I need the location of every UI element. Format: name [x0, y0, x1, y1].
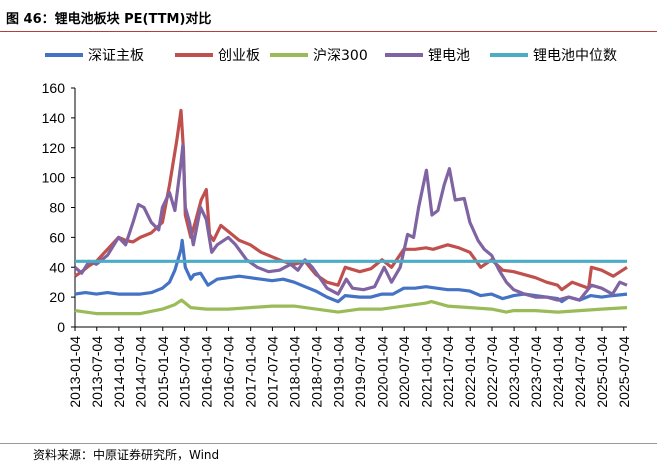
x-tick-label: 2017-07-04 [264, 336, 280, 408]
plot-area [73, 108, 628, 316]
source-rule [0, 443, 657, 444]
x-tick-label: 2021-01-04 [418, 336, 434, 408]
x-tick-label: 2014-01-04 [111, 336, 127, 408]
x-tick-label: 2024-07-04 [572, 336, 588, 408]
y-tick-label: 0 [57, 319, 65, 335]
y-tick-label: 120 [42, 140, 66, 156]
legend-label-2: 沪深300 [313, 48, 368, 64]
x-tick-label: 2022-01-04 [462, 336, 478, 408]
legend-label-4: 锂电池中位数 [533, 48, 617, 64]
figure-title: 图 46：锂电池板块 PE(TTM)对比 [6, 12, 212, 27]
chart-legend: 深证主板 创业板 沪深300 锂电池 锂电池中位数 [45, 48, 617, 64]
x-tick-label: 2023-01-04 [506, 336, 522, 408]
legend-label-1: 创业板 [218, 48, 260, 64]
x-tick-label: 2025-07-04 [616, 336, 632, 408]
series-line-3 [73, 143, 628, 302]
series-line-2 [74, 298, 628, 316]
y-tick-label: 60 [49, 229, 65, 245]
x-tick-label: 2019-01-04 [330, 336, 346, 408]
series-line-0 [74, 238, 628, 304]
x-tick-label: 2020-07-04 [396, 336, 412, 408]
x-tick-label: 2020-01-04 [374, 336, 390, 408]
y-axis: 0 20 40 60 80 100 120 140 160 [42, 80, 76, 335]
y-tick-label: 40 [49, 259, 65, 275]
x-tick-label: 2018-07-04 [308, 336, 324, 408]
x-tick-label: 2024-01-04 [550, 336, 566, 408]
y-tick-label: 20 [49, 289, 65, 305]
x-tick-label: 2013-07-04 [89, 336, 105, 408]
legend-label-3: 锂电池 [428, 48, 470, 64]
x-axis: 2013-01-04 2013-07-04 2014-01-04 2014-07-04… [67, 326, 632, 408]
x-tick-label: 2019-07-04 [352, 336, 368, 408]
y-tick-label: 140 [42, 110, 66, 126]
x-tick-label: 2015-07-04 [177, 336, 193, 408]
x-tick-label: 2016-07-04 [221, 336, 237, 408]
y-tick-label: 100 [42, 170, 66, 186]
title-rule [0, 31, 657, 32]
x-tick-label: 2013-01-04 [67, 336, 83, 408]
x-tick-label: 2015-01-04 [155, 336, 171, 408]
x-tick-label: 2017-01-04 [243, 336, 259, 408]
x-tick-label: 2023-07-04 [528, 336, 544, 408]
x-tick-label: 2022-07-04 [484, 336, 500, 408]
x-tick-label: 2021-07-04 [440, 336, 456, 408]
x-tick-label: 2014-07-04 [133, 336, 149, 408]
y-tick-label: 80 [49, 200, 65, 216]
x-tick-label: 2016-01-04 [199, 336, 215, 408]
figure-source: 资料来源：中原证券研究所，Wind [33, 448, 220, 462]
x-tick-label: 2018-01-04 [287, 336, 303, 408]
y-tick-label: 160 [42, 80, 66, 96]
x-tick-label: 2025-01-04 [594, 336, 610, 408]
legend-label-0: 深证主板 [88, 48, 144, 64]
